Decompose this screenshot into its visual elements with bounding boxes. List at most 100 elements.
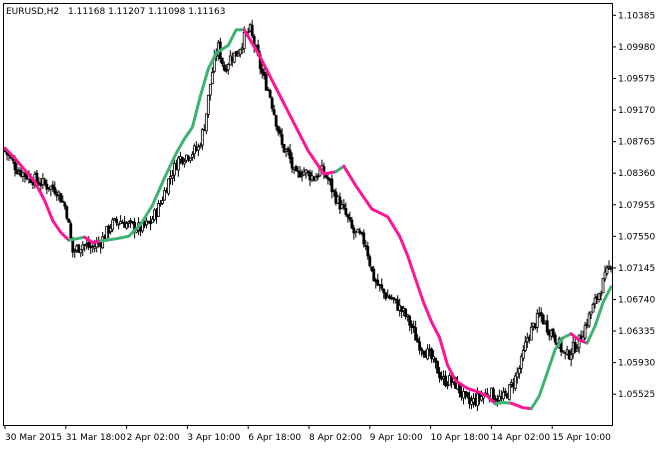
candle-body xyxy=(573,341,577,353)
candle-body xyxy=(232,52,236,63)
ma-segment-rising xyxy=(99,28,246,243)
candle-body xyxy=(507,384,511,400)
candle-body xyxy=(515,371,519,378)
candle-body xyxy=(332,189,336,192)
candle-body xyxy=(177,157,180,171)
time-axis: 30 Mar 2015 31 Mar 18:00 2 Apr 02:00 3 Apr … xyxy=(4,425,611,443)
candle-body xyxy=(366,246,370,257)
candle-body xyxy=(125,223,128,229)
candle-body xyxy=(462,390,465,399)
x-tick-label: 2 Apr 02:00 xyxy=(127,433,180,443)
candle-body xyxy=(288,149,292,160)
candle-body xyxy=(529,326,533,341)
candle-body xyxy=(539,312,543,317)
candle-body xyxy=(290,157,294,169)
candle-body xyxy=(159,203,162,205)
candle-body xyxy=(167,178,170,194)
candle-body xyxy=(53,187,57,194)
candle-body xyxy=(591,303,595,313)
y-tick-label: 1.07955 xyxy=(618,201,655,211)
candle-body xyxy=(519,356,523,369)
candle-body xyxy=(276,125,280,132)
candle-body xyxy=(406,314,410,317)
y-tick-label: 1.05930 xyxy=(618,359,655,369)
candle-body xyxy=(151,218,154,224)
candle-body xyxy=(593,297,597,305)
candle-body xyxy=(286,148,290,152)
candle-body xyxy=(575,348,579,352)
candle-body xyxy=(503,390,507,394)
candle-body xyxy=(589,311,593,315)
candle-body xyxy=(376,279,380,286)
candle-body xyxy=(338,196,342,210)
candle-body xyxy=(404,308,408,317)
candle-body xyxy=(410,323,414,328)
candle-body xyxy=(238,48,242,55)
candle-body xyxy=(69,223,73,239)
candle-body xyxy=(109,227,113,233)
candle-body xyxy=(260,68,264,74)
candle-body xyxy=(416,338,420,343)
x-tick-label: 30 Mar 2015 xyxy=(5,433,62,443)
candle-body xyxy=(551,328,555,337)
candle-body xyxy=(204,113,208,132)
candle-body xyxy=(196,146,200,151)
candle-body xyxy=(605,267,609,274)
candle-body xyxy=(61,200,65,203)
candle-body xyxy=(45,183,49,190)
candle-body xyxy=(262,71,266,76)
candle-body xyxy=(418,341,422,351)
candle-body xyxy=(250,24,254,36)
ma-segment-falling xyxy=(509,401,533,411)
candle-body xyxy=(206,94,210,115)
y-tick-label: 1.09575 xyxy=(618,74,655,84)
candle-body xyxy=(476,393,479,407)
candle-body xyxy=(183,161,186,165)
candle-body xyxy=(420,348,424,351)
candle-body xyxy=(278,129,282,134)
y-tick-label: 1.10385 xyxy=(618,11,655,21)
candle-body xyxy=(298,171,302,178)
candle-body xyxy=(280,134,284,145)
ma-segment-falling xyxy=(3,146,71,242)
candle-body xyxy=(272,109,276,115)
candle-body xyxy=(316,175,320,178)
candle-body xyxy=(59,193,63,203)
y-tick-label: 1.05525 xyxy=(618,390,655,400)
candle-body xyxy=(342,204,346,208)
ma-segment-rising xyxy=(334,164,346,174)
candle-body xyxy=(523,341,527,351)
candle-body xyxy=(392,297,396,300)
candle-body xyxy=(370,266,374,271)
candle-body xyxy=(242,32,246,49)
candle-body xyxy=(521,350,525,359)
candle-body xyxy=(444,375,447,387)
y-tick-label: 1.06335 xyxy=(618,327,655,337)
candle-body xyxy=(67,218,71,223)
candle-body xyxy=(414,327,418,341)
candle-body xyxy=(226,64,230,71)
candle-body xyxy=(93,246,97,249)
y-tick-label: 1.07145 xyxy=(618,264,655,274)
candle-body xyxy=(43,179,47,185)
candle-body xyxy=(300,174,304,177)
candle-body xyxy=(77,244,81,253)
y-tick-label: 1.07550 xyxy=(618,232,655,242)
x-tick-label: 3 Apr 10:00 xyxy=(187,433,240,443)
plot-frame xyxy=(3,3,613,426)
candle-body xyxy=(587,313,591,327)
candle-body xyxy=(314,176,318,182)
candle-body xyxy=(51,184,55,189)
candle-body xyxy=(208,83,212,96)
candle-body xyxy=(220,57,224,65)
x-tick-label: 31 Mar 18:00 xyxy=(66,433,126,443)
candle-body xyxy=(13,161,17,171)
candle-body xyxy=(127,221,130,224)
candle-body xyxy=(157,203,160,217)
ma-segment-rising xyxy=(493,400,513,406)
candle-body xyxy=(55,194,59,197)
candle-body xyxy=(601,278,605,294)
candle-body xyxy=(364,245,368,248)
